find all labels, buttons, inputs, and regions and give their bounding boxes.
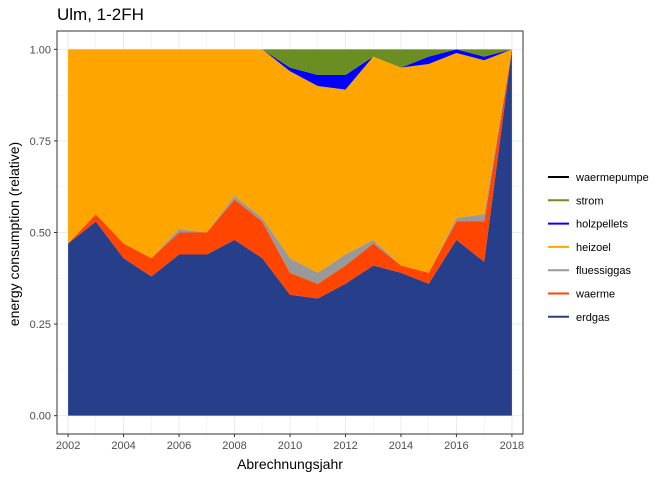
legend-label-fluessiggas: fluessiggas (576, 265, 632, 277)
y-tick-label: 0.50 (30, 228, 51, 240)
y-tick-label: 0.00 (30, 411, 51, 423)
legend: waermepumpe strom holzpellets heizoel fluess… (548, 172, 649, 324)
x-tick-label: 2016 (444, 440, 468, 452)
x-axis-ticks: 2002 2004 2006 2008 2010 2012 2014 2016 2018 (56, 434, 524, 452)
area-erdgas (68, 49, 512, 416)
x-tick-label: 2002 (56, 440, 80, 452)
area-waerme (68, 49, 512, 299)
area-series (68, 49, 512, 416)
x-tick-label: 2004 (111, 440, 135, 452)
legend-label-strom: strom (576, 195, 604, 207)
legend-label-holzpellets: holzpellets (576, 219, 628, 231)
legend-label-waerme: waerme (575, 289, 615, 301)
area-holzpellets (68, 49, 512, 90)
y-axis-title: energy consumption (relative) (6, 142, 22, 326)
area-heizoel (68, 49, 512, 273)
x-axis-title: Abrechnungsjahr (237, 456, 343, 472)
x-tick-label: 2014 (389, 440, 413, 452)
x-tick-label: 2018 (500, 440, 524, 452)
chart-title: Ulm, 1-2FH (57, 5, 144, 24)
y-axis-ticks: 0.00 0.25 0.50 0.75 1.00 (30, 44, 57, 423)
y-tick-label: 0.75 (30, 136, 51, 148)
y-tick-label: 1.00 (30, 44, 51, 56)
area-strom (68, 49, 512, 75)
x-tick-label: 2006 (167, 440, 191, 452)
x-tick-label: 2008 (222, 440, 246, 452)
legend-label-waermepumpe: waermepumpe (575, 172, 649, 184)
x-tick-label: 2010 (278, 440, 302, 452)
legend-label-erdgas: erdgas (576, 312, 610, 324)
legend-label-heizoel: heizoel (576, 242, 611, 254)
y-tick-label: 0.25 (30, 319, 51, 331)
x-tick-label: 2012 (333, 440, 357, 452)
